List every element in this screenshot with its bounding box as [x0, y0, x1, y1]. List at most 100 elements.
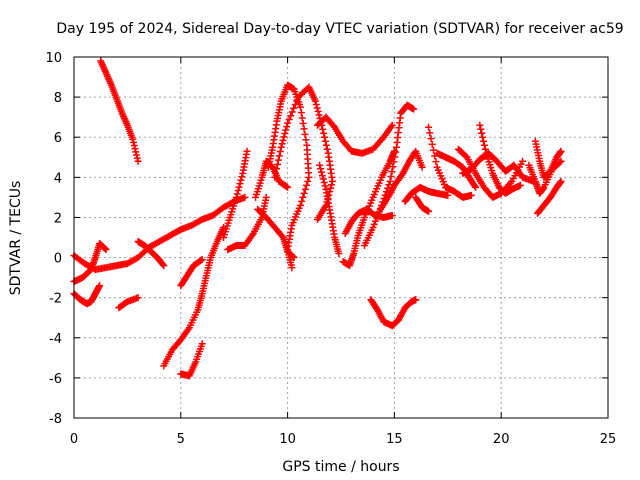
data-point	[516, 181, 524, 189]
data-point	[386, 177, 394, 185]
data-point	[557, 147, 565, 155]
data-point	[276, 148, 284, 156]
data-point	[301, 185, 309, 193]
data-point	[160, 262, 168, 270]
y-tick-label: -2	[49, 292, 62, 307]
data-point	[373, 214, 381, 222]
data-point	[298, 197, 306, 205]
x-tick-label: 20	[493, 432, 510, 447]
series-track-g	[160, 223, 228, 370]
data-point	[315, 111, 323, 119]
data-point	[288, 108, 296, 116]
data-point	[198, 340, 206, 348]
data-point	[300, 125, 308, 133]
y-tick-label: 8	[54, 91, 62, 106]
data-point	[197, 256, 205, 264]
data-point	[316, 161, 324, 169]
data-point	[319, 125, 327, 133]
data-point	[390, 158, 398, 166]
chart-title: Day 195 of 2024, Sidereal Day-to-day VTE…	[56, 21, 623, 37]
series-track-t	[360, 101, 418, 250]
data-point	[130, 138, 138, 146]
data-point	[301, 130, 309, 138]
data-point	[236, 180, 244, 188]
data-point	[479, 133, 487, 141]
data-point	[159, 260, 167, 268]
data-point	[96, 282, 104, 290]
data-point	[427, 135, 435, 143]
data-point	[274, 160, 282, 168]
data-point	[374, 211, 382, 219]
series-track-a	[97, 57, 142, 165]
data-point	[305, 173, 313, 181]
data-point	[279, 136, 287, 144]
data-point	[328, 177, 336, 185]
data-point	[296, 103, 304, 111]
data-point	[428, 140, 436, 148]
series-track-ac	[476, 121, 524, 197]
series-track-ae	[531, 137, 565, 181]
data-point	[290, 104, 298, 112]
data-point	[314, 107, 322, 115]
data-points	[70, 57, 565, 380]
data-point	[335, 250, 343, 258]
data-point	[288, 264, 296, 272]
series-track-s	[341, 205, 396, 237]
data-point	[556, 158, 564, 166]
data-point	[271, 173, 279, 181]
data-point	[480, 137, 488, 145]
data-point	[302, 136, 310, 144]
y-tick-label: -6	[49, 372, 62, 387]
y-tick-label: 10	[45, 51, 62, 66]
data-point	[388, 211, 396, 219]
data-point	[317, 165, 325, 173]
data-point	[478, 129, 486, 137]
data-point	[282, 126, 290, 134]
data-point	[284, 119, 292, 127]
data-point	[198, 256, 206, 264]
y-tick-label: 2	[54, 211, 62, 226]
data-point	[297, 109, 305, 117]
data-point	[280, 133, 288, 141]
series-track-c	[70, 240, 110, 286]
data-point	[235, 183, 243, 191]
data-point	[471, 182, 479, 190]
data-point	[275, 152, 283, 160]
data-point	[314, 215, 322, 223]
data-point	[237, 176, 245, 184]
data-point	[480, 141, 488, 149]
data-point	[323, 145, 331, 153]
series-track-j	[220, 147, 251, 241]
data-point	[300, 189, 308, 197]
data-point	[467, 191, 475, 199]
plot-border	[73, 56, 609, 419]
data-point	[519, 157, 527, 165]
data-point	[481, 145, 489, 153]
data-point	[232, 193, 240, 201]
data-point	[432, 158, 440, 166]
data-point	[290, 254, 298, 262]
data-point	[321, 133, 329, 141]
data-point	[317, 168, 325, 176]
data-point	[313, 104, 321, 112]
series-track-v	[375, 147, 426, 215]
data-point	[410, 105, 418, 113]
data-point	[287, 112, 295, 120]
data-point	[272, 169, 280, 177]
series-track-f	[134, 238, 168, 270]
data-point	[133, 151, 141, 159]
x-tick-label: 25	[600, 432, 617, 447]
data-point	[389, 163, 397, 171]
data-point	[234, 187, 242, 195]
data-point	[320, 178, 328, 186]
series-track-u	[367, 296, 420, 330]
data-point	[134, 157, 142, 165]
x-tick-label: 0	[70, 432, 78, 447]
data-point	[303, 181, 311, 189]
data-point	[321, 137, 329, 145]
data-point	[291, 101, 299, 109]
data-point	[426, 129, 434, 137]
series-track-o	[254, 205, 298, 262]
data-point	[321, 182, 329, 190]
data-point	[283, 123, 291, 131]
